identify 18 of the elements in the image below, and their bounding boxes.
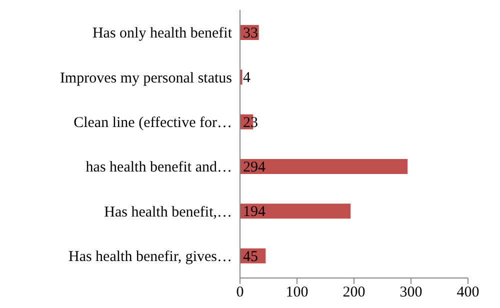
data-label: 33 — [243, 26, 258, 42]
y-tick-label: Has health benefit,… — [104, 204, 232, 220]
x-tick-label: 0 — [236, 284, 244, 301]
data-label: 4 — [243, 70, 251, 86]
data-label: 294 — [243, 160, 266, 176]
y-tick-label: has health benefit and… — [86, 160, 232, 176]
y-tick-label: Has health benefir, gives… — [68, 248, 232, 265]
data-label: 45 — [243, 248, 258, 265]
x-tick-label: 200 — [342, 284, 366, 301]
x-tick-label: 400 — [456, 284, 480, 301]
x-tick-label: 100 — [286, 284, 308, 301]
bar — [240, 159, 408, 174]
y-tick-label: Has only health benefit — [92, 26, 233, 42]
bar — [240, 204, 351, 219]
x-tick-label: 300 — [400, 284, 422, 301]
y-tick-label: Improves my personal status — [60, 70, 232, 86]
y-tick-label: Clean line (effective for… — [74, 114, 232, 131]
data-label: 194 — [243, 204, 266, 220]
